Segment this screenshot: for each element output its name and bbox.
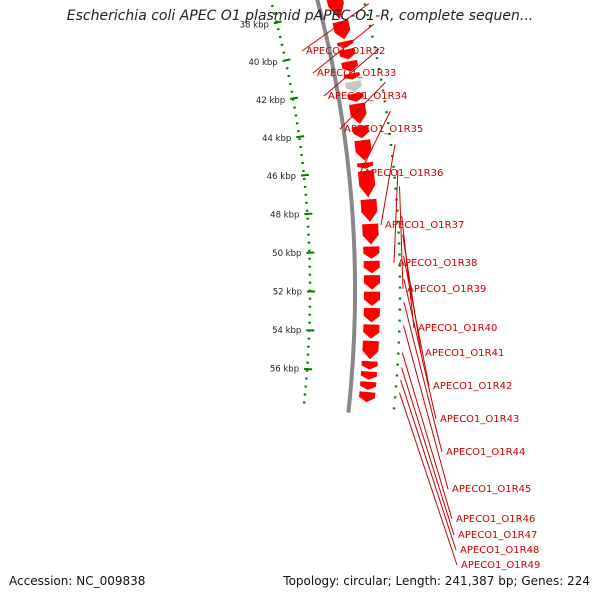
scale-tick: [300, 173, 310, 177]
scale-tick: [289, 96, 299, 100]
gene-labels: APECO1_O1R32 APECO1_O1R33 APECO1_O1R34 APEC…: [301, 3, 540, 571]
gene-arrow: [357, 161, 374, 169]
gene-label[interactable]: APECO1_O1R37: [385, 220, 464, 231]
map-title: Escherichia coli APEC O1 plasmid pAPEC-O…: [66, 8, 534, 24]
scale-label: 38 kbp: [240, 21, 269, 31]
gene-arrow: [326, 0, 344, 20]
scale-tick: [304, 367, 313, 371]
scale-ticks: 38 kbp 40 kbp 42 kbp 44 kbp 46 kbp 48 kbp 50 k…: [240, 0, 402, 418]
label-leader-line: [403, 325, 449, 490]
gene-arrow: [354, 139, 372, 161]
scale-label: 56 kbp: [270, 365, 299, 375]
accession-label: Accession: NC_009838: [9, 574, 146, 588]
gene-arrow: [345, 80, 362, 92]
gc-dots-layer: [269, 0, 312, 408]
label-leader-line: [380, 144, 396, 226]
gene-label[interactable]: APECO1_O1R44: [446, 447, 525, 458]
scale-label: 40 kbp: [248, 58, 277, 68]
gene-arrow: [343, 72, 360, 80]
scale-tick: [282, 58, 291, 63]
scale-label: 42 kbp: [256, 96, 285, 106]
gene-arrow: [337, 39, 354, 48]
gene-label[interactable]: APECO1_O1R32: [306, 46, 385, 57]
topology-summary: Topology: circular; Length: 241,387 bp; …: [283, 574, 590, 588]
label-leader-line: [401, 352, 453, 520]
gene-label[interactable]: APECO1_O1R45: [452, 484, 531, 495]
gene-arrow: [332, 19, 351, 40]
gene-label[interactable]: APECO1_O1R46: [456, 514, 535, 525]
label-leader-line: [393, 169, 399, 264]
gene-label[interactable]: APECO1_O1R43: [440, 414, 519, 425]
gene-label[interactable]: APECO1_O1R47: [458, 530, 537, 541]
backbone-layer: [315, 0, 357, 413]
gene-arrow: [360, 371, 378, 380]
label-leader-line: [399, 392, 458, 566]
gene-label[interactable]: APECO1_O1R48: [460, 545, 539, 556]
gene-arrow: [352, 124, 370, 139]
gene-label[interactable]: APECO1_O1R49: [461, 560, 540, 571]
gene-arrow: [363, 246, 380, 259]
label-leader-line: [403, 302, 443, 453]
scale-tick: [296, 135, 305, 139]
label-leader-line: [402, 234, 422, 354]
gene-arrow: [362, 223, 379, 245]
scale-tick: [273, 20, 282, 25]
backbone-circle: [315, 0, 357, 413]
label-leader-line: [401, 215, 415, 329]
label-leader-line: [323, 48, 380, 97]
gene-arrow: [357, 170, 376, 198]
gc-content-track: [269, 0, 312, 408]
gene-arrow: [363, 260, 380, 274]
label-leader-line: [403, 278, 437, 420]
gene-arrow: [363, 275, 380, 290]
gene-arrow: [338, 47, 356, 60]
gene-label[interactable]: APECO1_O1R34: [328, 91, 407, 102]
scale-label: 46 kbp: [267, 172, 296, 182]
gene-arrow: [360, 198, 378, 222]
gene-arrow: [362, 340, 379, 360]
gene-label[interactable]: APECO1_O1R42: [433, 381, 512, 392]
gene-arrow: [361, 360, 378, 370]
gene-arrow: [341, 59, 358, 72]
scale-label: 52 kbp: [273, 288, 302, 298]
label-leader-line: [301, 3, 370, 52]
gene-track: [326, 0, 380, 403]
scale-label: 50 kbp: [272, 249, 301, 259]
label-leader-line: [400, 379, 457, 551]
scale-label: 48 kbp: [270, 211, 299, 221]
scale-label: 54 kbp: [272, 326, 301, 336]
gene-label[interactable]: APECO1_O1R33: [317, 68, 396, 79]
gene-arrow: [347, 92, 364, 102]
gene-label[interactable]: APECO1_O1R39: [407, 284, 486, 295]
gene-label[interactable]: APECO1_O1R41: [425, 348, 504, 359]
label-leader-line: [312, 23, 375, 74]
label-leader-line: [399, 186, 404, 290]
gene-arrow: [364, 291, 380, 306]
gene-arrow: [349, 102, 367, 124]
gene-label[interactable]: APECO1_O1R38: [398, 258, 477, 269]
gene-arrow: [363, 324, 380, 339]
label-leader-line: [359, 110, 391, 174]
gene-label[interactable]: APECO1_O1R36: [364, 168, 443, 179]
gene-arrow: [363, 307, 380, 323]
label-leader-line: [403, 255, 430, 387]
gene-arrow: [360, 381, 377, 390]
label-leader-line: [401, 367, 455, 536]
gene-arrow: [359, 391, 376, 403]
gene-label[interactable]: APECO1_O1R40: [418, 323, 497, 334]
scale-label: 44 kbp: [262, 134, 291, 144]
label-leader-line: [339, 81, 386, 130]
gene-label[interactable]: APECO1_O1R35: [344, 124, 423, 135]
scale-tick: [304, 212, 313, 216]
